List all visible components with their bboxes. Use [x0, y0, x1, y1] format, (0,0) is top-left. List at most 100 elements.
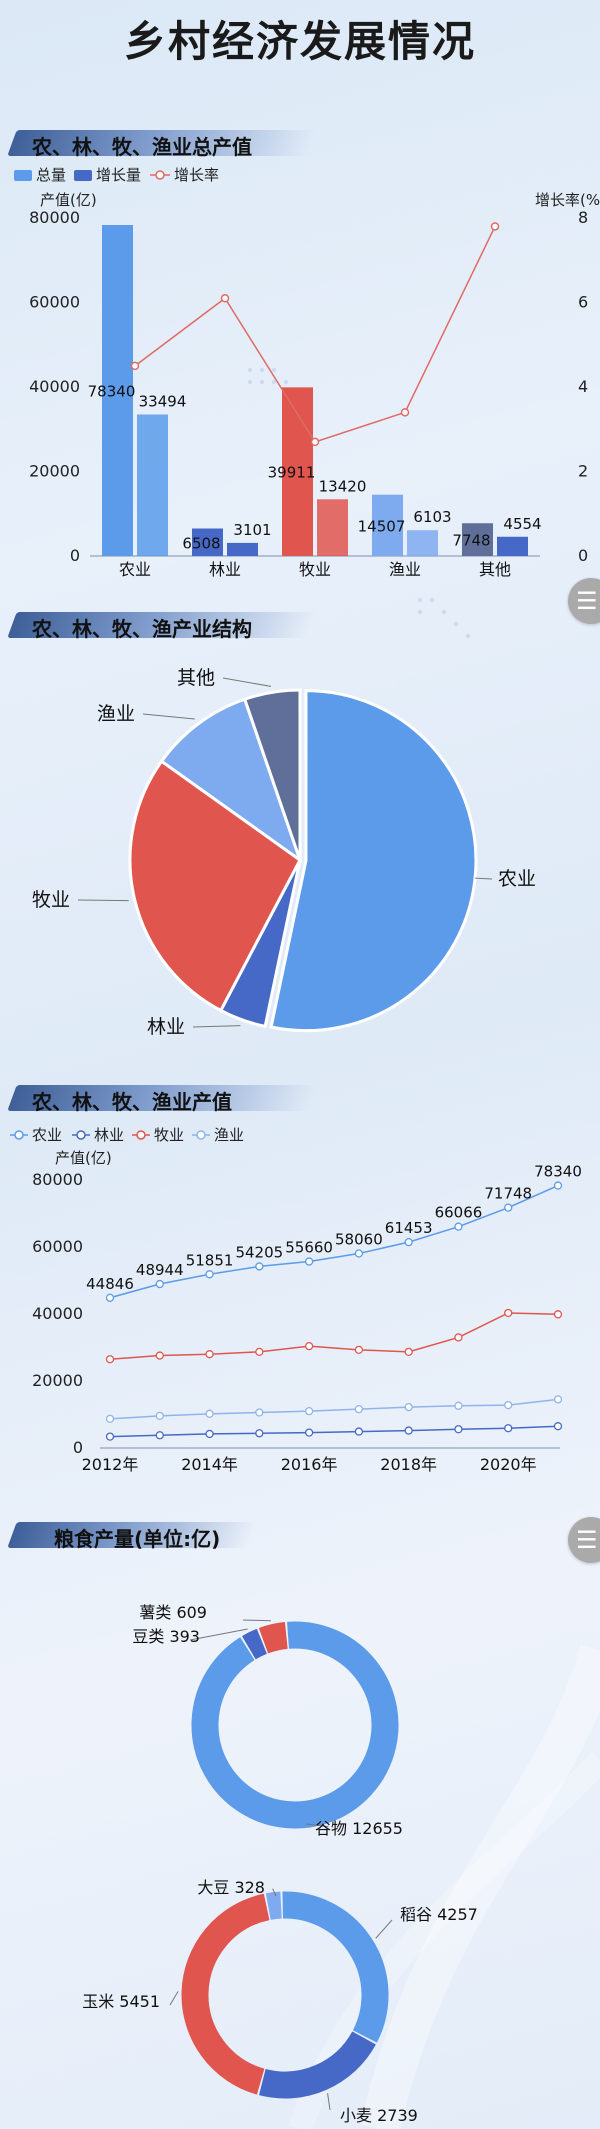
data-label: 48944 [136, 1261, 184, 1279]
legend-swatch [74, 170, 92, 181]
series-point-渔业 [354, 1404, 364, 1414]
y2-tick-label: 0 [578, 546, 588, 565]
bar-total-label: 39911 [268, 464, 316, 482]
series-line-农业 [109, 1184, 559, 1299]
legend-label: 牧业 [154, 1126, 184, 1144]
donut-slice-小麦 [259, 2031, 376, 2099]
legend-label: 农业 [32, 1126, 62, 1144]
data-label: 51851 [186, 1251, 234, 1269]
series-point-牧业 [504, 1308, 513, 1318]
pie-leader-line [77, 899, 129, 902]
x-tick-label: 渔业 [389, 560, 421, 579]
series-point-渔业 [105, 1414, 115, 1424]
series-point-农业 [105, 1293, 115, 1302]
y-axis-title: 产值(亿) [40, 191, 97, 209]
chart-legend: 总量 增长量 增长率 [14, 166, 219, 184]
data-label: 55660 [285, 1239, 333, 1257]
pie-slice-牧业 [128, 759, 302, 1013]
series-point-渔业 [504, 1400, 513, 1410]
donut-label: 玉米 5451 [82, 1992, 160, 2011]
donut-slice-稻谷 [282, 1891, 389, 2043]
series-point-林业 [304, 1428, 314, 1437]
donut-label: 薯类 609 [139, 1603, 207, 1622]
section-title: 农、林、牧、渔产业结构 [32, 617, 252, 641]
series-point-牧业 [304, 1342, 314, 1351]
donut-label: 小麦 2739 [340, 2106, 418, 2125]
grain-donut-chart: 谷物 12655 豆类 393 薯类 609 [132, 1603, 403, 1838]
y-tick-label: 0 [70, 546, 80, 565]
donut-slice-谷物 [191, 1621, 399, 1829]
growth-rate-point [130, 361, 140, 371]
donut-label: 谷物 12655 [315, 1819, 403, 1838]
series-point-农业 [255, 1262, 264, 1271]
y2-tick-label: 4 [578, 377, 588, 396]
bar-growth-label: 6103 [413, 508, 451, 526]
bar-growth-label: 13420 [319, 477, 367, 495]
legend-label: 总量 [36, 166, 66, 184]
pie-label: 其他 [177, 667, 215, 689]
pie-leader-line [192, 1025, 241, 1028]
donut-leader-line [242, 1619, 271, 1622]
bar-growth-label: 3101 [233, 521, 271, 539]
x-tick-label: 林业 [209, 560, 241, 579]
bar-total-label: 14507 [358, 517, 406, 535]
legend-label: 林业 [94, 1126, 124, 1144]
bar-total-渔业 [372, 494, 403, 556]
collapse-menu-button-2[interactable]: ☰ [568, 1517, 600, 1563]
pie-label: 牧业 [32, 889, 70, 911]
bar-total-农业 [102, 225, 133, 556]
bar-total-牧业 [282, 387, 313, 556]
section-title: 农、林、牧、渔业总产值 [32, 135, 252, 159]
y-axis-title: 产值(亿) [55, 1149, 112, 1167]
series-point-林业 [205, 1429, 214, 1439]
series-point-渔业 [205, 1409, 214, 1418]
series-point-农业 [404, 1237, 413, 1247]
series-point-林业 [504, 1424, 513, 1433]
pie-slice-渔业 [159, 697, 303, 864]
series-point-林业 [354, 1427, 364, 1436]
y-tick-label: 60000 [29, 293, 80, 312]
donut-leader-line [169, 1991, 179, 2006]
bar-growth-林业 [227, 542, 258, 556]
series-point-牧业 [155, 1351, 164, 1360]
donut-leader-line [327, 2093, 331, 2111]
y-tick-label: 40000 [29, 377, 80, 396]
growth-rate-point [220, 294, 230, 303]
y2-axis-title: 增长率(%) [535, 191, 600, 209]
legend-marker [136, 1130, 146, 1140]
series-point-林业 [105, 1432, 115, 1441]
series-point-农业 [155, 1279, 164, 1289]
x-tick-label: 2014年 [181, 1455, 238, 1474]
chart-legend: 农业 林业 牧业 渔业 [10, 1126, 244, 1144]
series-point-牧业 [105, 1355, 115, 1364]
series-point-林业 [404, 1426, 413, 1435]
pie-slice-其他 [242, 688, 302, 861]
donut-slice-玉米 [181, 1893, 270, 2095]
donut-label: 稻谷 4257 [400, 1905, 478, 1924]
data-label: 54205 [235, 1243, 283, 1261]
menu-lines-icon: ☰ [576, 587, 598, 615]
growth-rate-point [490, 222, 500, 231]
pie-label: 农业 [498, 868, 536, 890]
growth-rate-line [134, 226, 496, 443]
series-point-农业 [354, 1249, 364, 1258]
series-point-农业 [304, 1257, 314, 1266]
x-tick-label: 农业 [119, 560, 151, 579]
series-point-渔业 [404, 1402, 413, 1412]
legend-label: 增长率 [174, 166, 219, 184]
pie-leader-line [475, 877, 493, 880]
bar-total-label: 78340 [88, 383, 136, 401]
series-point-林业 [454, 1425, 463, 1434]
collapse-menu-button[interactable]: ☰ [568, 578, 600, 624]
series-point-牧业 [404, 1347, 413, 1357]
bar-growth-label: 33494 [139, 392, 187, 410]
series-line-林业 [109, 1425, 559, 1438]
y-tick-label: 80000 [29, 208, 80, 227]
pie-slice-农业 [269, 689, 478, 1033]
donut-leader-line [189, 1628, 248, 1641]
pie-label: 渔业 [97, 703, 135, 725]
y2-tick-label: 6 [578, 293, 588, 312]
series-point-农业 [205, 1270, 214, 1279]
data-label: 78340 [534, 1163, 582, 1181]
